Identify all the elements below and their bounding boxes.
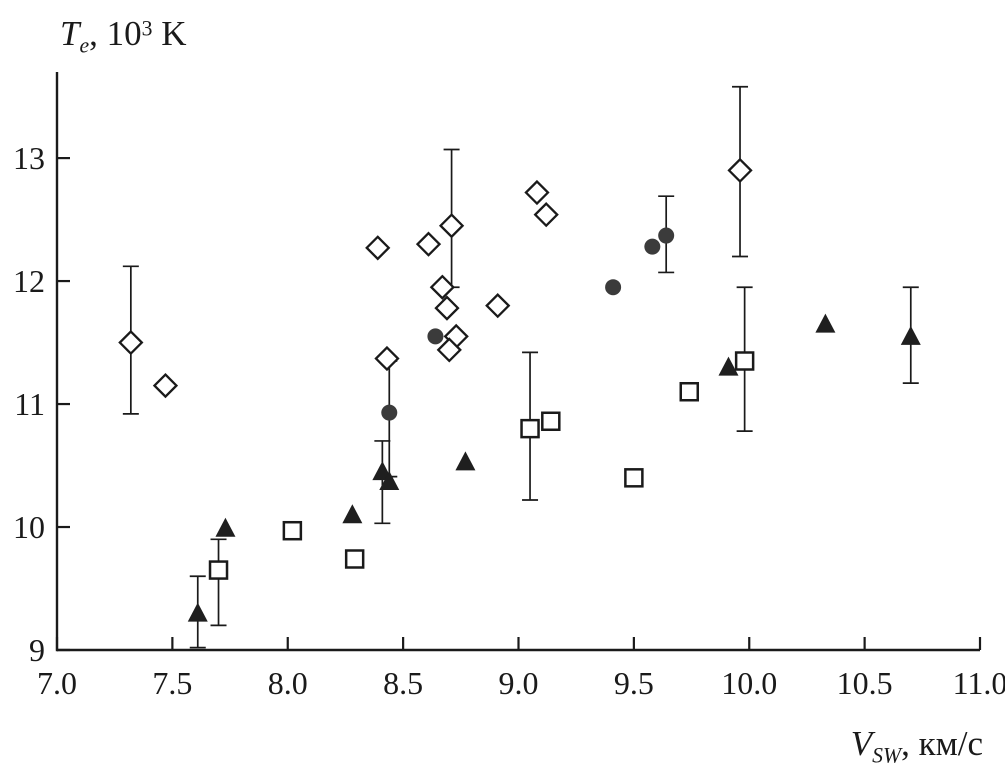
marker-open-diamond — [485, 293, 511, 319]
marker-open-square — [520, 418, 540, 439]
marker-open-diamond — [374, 345, 400, 372]
marker-open-diamond — [434, 295, 460, 321]
y-tick-label: 12 — [13, 263, 45, 299]
marker-open-diamond — [415, 231, 442, 257]
x-tick-label: 9.5 — [614, 665, 654, 701]
marker-filled-circle — [658, 227, 675, 244]
marker-filled-triangle — [342, 504, 363, 524]
marker-filled-triangle — [815, 313, 836, 333]
marker-open-diamond — [118, 329, 144, 356]
marker-filled-circle — [427, 328, 444, 345]
marker-open-diamond — [436, 337, 462, 363]
x-tick-label: 7.0 — [37, 665, 77, 701]
marker-open-square — [208, 560, 229, 580]
marker-filled-circle — [605, 279, 622, 296]
x-tick-label: 9.0 — [499, 665, 539, 701]
marker-open-diamond — [727, 157, 753, 184]
marker-filled-circle — [644, 238, 661, 255]
marker-filled-triangle — [379, 471, 400, 491]
marker-open-diamond — [438, 213, 465, 239]
y-axis-title: Te, 103 K — [60, 14, 187, 56]
y-axis-symbol-subscript: e — [79, 33, 90, 58]
marker-open-square — [541, 411, 561, 432]
x-tick-label: 7.5 — [152, 665, 192, 701]
y-tick-label: 10 — [13, 509, 45, 545]
marker-open-diamond — [365, 235, 391, 261]
x-tick-label: 8.0 — [268, 665, 308, 701]
marker-filled-triangle — [187, 602, 208, 622]
x-axis-symbol-subscript: SW — [872, 743, 902, 768]
x-tick-label: 10.5 — [837, 665, 893, 701]
marker-filled-triangle — [718, 356, 739, 376]
marker-open-square — [624, 468, 644, 488]
marker-open-square — [679, 381, 700, 402]
marker-filled-circle — [381, 404, 398, 421]
x-axis-symbol: V — [850, 724, 873, 763]
y-axis-symbol: T — [60, 14, 80, 53]
y-tick-label: 9 — [29, 632, 45, 668]
y-axis-unit-exponent: 3 — [141, 16, 153, 41]
marker-open-diamond — [152, 372, 179, 399]
marker-open-square — [282, 520, 303, 541]
y-tick-label: 11 — [14, 386, 45, 422]
marker-filled-triangle — [215, 517, 236, 537]
y-axis-unit: K — [152, 14, 187, 53]
x-axis-unit: , км/с — [901, 724, 983, 763]
marker-filled-triangle — [455, 451, 476, 471]
y-axis-unit-pre: , 10 — [89, 14, 142, 53]
x-tick-label: 11.0 — [953, 665, 1005, 701]
marker-filled-triangle — [900, 325, 921, 345]
marker-open-diamond — [429, 274, 455, 300]
y-tick-label: 13 — [13, 140, 45, 176]
marker-open-diamond — [524, 179, 550, 206]
marker-open-diamond — [533, 202, 559, 228]
x-tick-label: 10.0 — [721, 665, 777, 701]
x-axis-title: VSW, км/с — [850, 724, 983, 766]
x-tick-label: 8.5 — [383, 665, 423, 701]
marker-open-square — [344, 549, 365, 569]
marker-open-square — [734, 351, 755, 371]
